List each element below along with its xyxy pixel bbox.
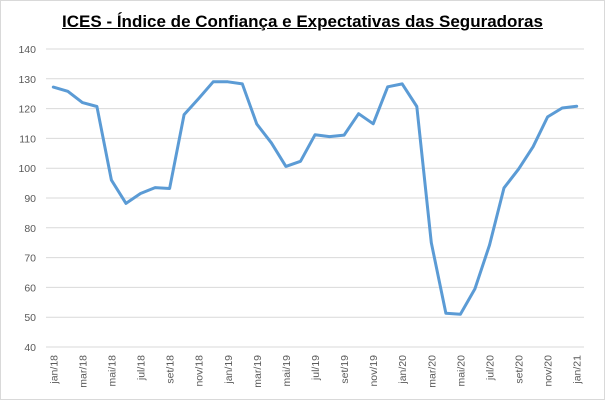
data-point (299, 160, 302, 163)
data-point (371, 122, 375, 125)
data-point (430, 241, 433, 244)
x-tick-label: jul/20 (484, 355, 496, 381)
data-point (197, 97, 200, 100)
x-tick-label: jan/21 (572, 355, 584, 385)
x-tick-label: nov/20 (543, 355, 555, 387)
x-tick-label: mar/19 (252, 355, 264, 388)
data-point (444, 312, 448, 315)
y-tick-label: 130 (18, 74, 36, 86)
data-point (357, 112, 360, 115)
x-tick-label: jan/18 (48, 355, 60, 385)
data-point (270, 141, 273, 145)
data-point (52, 85, 55, 89)
data-point (342, 133, 346, 137)
data-point (66, 90, 70, 93)
data-point (560, 106, 564, 110)
data-point (81, 101, 84, 104)
data-point (168, 187, 171, 190)
data-point (284, 165, 288, 168)
chart-title: ICES - Índice de Confiança e Expectativa… (62, 12, 543, 31)
data-point (95, 105, 99, 108)
data-point (517, 167, 520, 171)
y-tick-label: 140 (18, 44, 36, 56)
x-tick-label: jul/18 (136, 355, 148, 381)
x-tick-label: set/18 (165, 355, 177, 384)
x-tick-label: nov/18 (194, 355, 206, 387)
data-point (313, 133, 317, 137)
y-tick-label: 50 (24, 312, 36, 324)
x-axis: jan/18 mar/18 mai/18 jul/18 set/18 nov/18 jan/… (48, 355, 583, 388)
data-point (459, 313, 462, 316)
x-tick-label: nov/19 (368, 355, 380, 387)
x-tick-label: jul/19 (310, 355, 322, 381)
x-tick-label: mai/20 (455, 355, 467, 387)
y-tick-label: 110 (19, 133, 36, 145)
y-tick-label: 80 (24, 223, 36, 235)
x-tick-label: jan/19 (223, 355, 235, 385)
data-point (139, 192, 142, 195)
x-tick-label: mai/19 (281, 355, 293, 387)
data-point (531, 145, 535, 148)
data-point (212, 80, 215, 83)
y-tick-label: 90 (24, 193, 36, 205)
data-point (415, 105, 418, 108)
grid-lines (46, 48, 584, 348)
x-tick-label: set/20 (514, 355, 526, 384)
data-point (401, 82, 404, 86)
series-group (51, 80, 579, 316)
x-tick-label: set/19 (339, 355, 351, 384)
data-point (488, 243, 491, 247)
data-point (328, 135, 331, 138)
x-tick-label: mai/18 (106, 355, 118, 387)
y-tick-label: 100 (18, 163, 36, 175)
data-point (502, 186, 506, 190)
y-tick-label: 70 (24, 253, 36, 265)
x-tick-label: mar/18 (77, 355, 89, 388)
data-point (153, 186, 157, 189)
data-point (473, 287, 477, 291)
data-point (182, 113, 186, 116)
data-point (124, 202, 128, 205)
data-point (226, 80, 229, 83)
data-point (255, 122, 259, 126)
data-point (575, 105, 578, 108)
y-axis: 40 50 60 70 80 90 100 110 120 130 140 (18, 44, 36, 354)
data-point (546, 115, 549, 119)
y-tick-label: 120 (18, 104, 36, 116)
data-point (110, 178, 113, 182)
x-tick-label: jan/20 (397, 355, 409, 385)
data-point (241, 82, 244, 86)
y-tick-label: 40 (24, 342, 36, 354)
x-tick-label: mar/20 (426, 355, 438, 388)
data-point (386, 85, 389, 89)
y-tick-label: 60 (24, 282, 36, 294)
